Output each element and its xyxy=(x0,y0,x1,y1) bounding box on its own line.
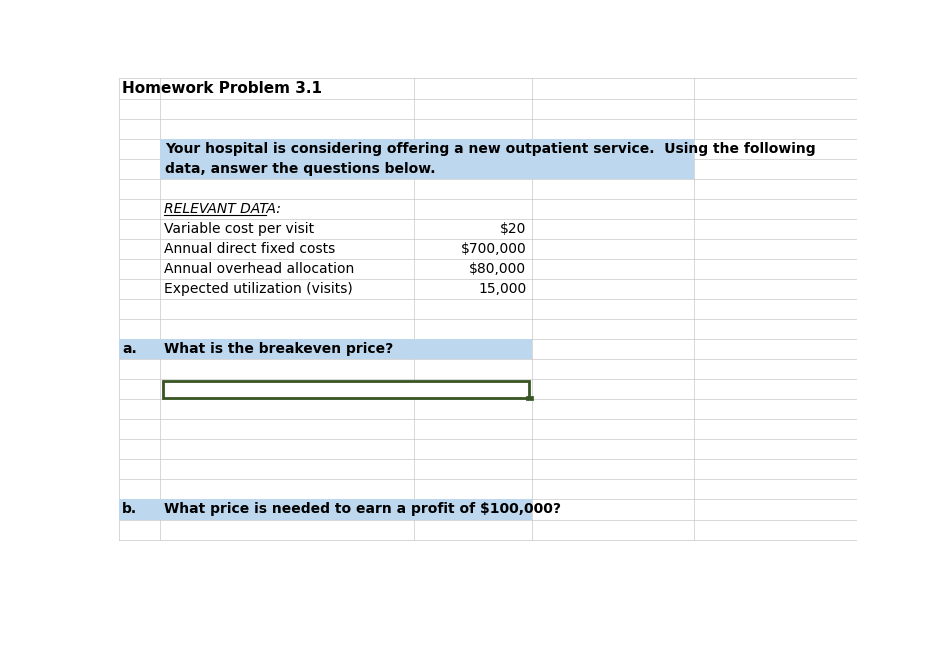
Text: Homework Problem 3.1: Homework Problem 3.1 xyxy=(122,81,322,96)
Text: a.: a. xyxy=(122,342,137,357)
Bar xyxy=(526,395,532,400)
Text: $700,000: $700,000 xyxy=(461,242,526,256)
Text: Expected utilization (visits): Expected utilization (visits) xyxy=(164,282,353,297)
Text: data, answer the questions below.: data, answer the questions below. xyxy=(166,162,436,176)
Bar xyxy=(160,159,694,179)
Bar xyxy=(119,339,532,359)
Bar xyxy=(119,499,532,519)
Text: What price is needed to earn a profit of $100,000?: What price is needed to earn a profit of… xyxy=(164,503,561,517)
Text: Annual overhead allocation: Annual overhead allocation xyxy=(164,262,354,276)
Bar xyxy=(163,381,529,398)
Text: Variable cost per visit: Variable cost per visit xyxy=(164,222,314,236)
Text: Annual direct fixed costs: Annual direct fixed costs xyxy=(164,242,335,256)
Bar xyxy=(160,139,694,159)
Text: $80,000: $80,000 xyxy=(469,262,526,276)
Text: What is the breakeven price?: What is the breakeven price? xyxy=(164,342,393,357)
Text: RELEVANT DATA:: RELEVANT DATA: xyxy=(164,202,281,216)
Text: 15,000: 15,000 xyxy=(478,282,526,297)
Text: $20: $20 xyxy=(500,222,526,236)
Text: b.: b. xyxy=(122,503,137,517)
Text: Your hospital is considering offering a new outpatient service.  Using the follo: Your hospital is considering offering a … xyxy=(166,142,816,156)
